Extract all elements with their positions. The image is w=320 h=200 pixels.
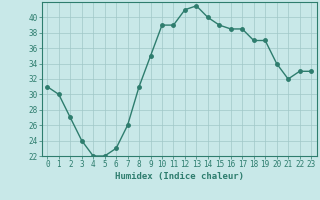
X-axis label: Humidex (Indice chaleur): Humidex (Indice chaleur): [115, 172, 244, 181]
